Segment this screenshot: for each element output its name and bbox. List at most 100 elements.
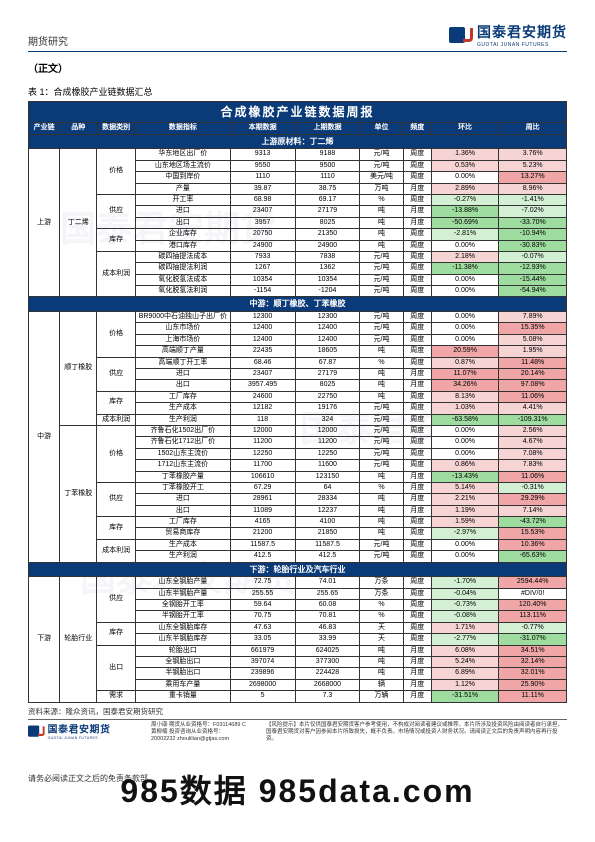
disclaimer-names: 周小康 期货从业资格号：F03114689 C 黄柳楠 投资咨询从业资格号： 2… [151, 722, 261, 743]
mom: 0.53% [431, 160, 499, 171]
previous: 12400 [295, 334, 360, 345]
cat-cell: 供应 [97, 482, 136, 516]
freq: 月度 [403, 217, 431, 228]
indicator: 生产成本 [136, 539, 231, 550]
mom: 8.13% [431, 391, 499, 402]
mom: 2.21% [431, 494, 499, 505]
unit: 元/吨 [360, 160, 403, 171]
disclaimer-body: 【风险提示】本片仅供国泰君安期货客户参考使用，不构成对阅读者建议或推荐。本片所涉… [266, 722, 567, 743]
freq: 周度 [403, 274, 431, 285]
indicator: 高端顺丁开工率 [136, 357, 231, 368]
indicator: 氧化脱氢法利润 [136, 286, 231, 297]
current: 24600 [230, 391, 295, 402]
unit: 元/吨 [360, 425, 403, 436]
current: 22435 [230, 346, 295, 357]
indicator: 氧化脱氢法成本 [136, 274, 231, 285]
cat-cell: 价格 [97, 149, 136, 195]
indicator: 贸易商库存 [136, 528, 231, 539]
indicator: 出口 [136, 380, 231, 391]
mom: 11.07% [431, 369, 499, 380]
freq: 月度 [403, 691, 431, 702]
current: 72.75 [230, 577, 295, 588]
current: 12300 [230, 312, 295, 323]
current: 1110 [230, 172, 295, 183]
previous: 7.3 [295, 691, 360, 702]
current: 70.75 [230, 611, 295, 622]
unit: 元/吨 [360, 149, 403, 160]
unit: 元/吨 [360, 414, 403, 425]
previous: 8025 [295, 217, 360, 228]
indicator: 进口 [136, 494, 231, 505]
cat-cell: 价格 [97, 425, 136, 482]
unit: 元/吨 [360, 312, 403, 323]
cat-cell: 库存 [97, 517, 136, 540]
previous: 21350 [295, 229, 360, 240]
indicator: 全钢胎出口 [136, 656, 231, 667]
unit: 元/吨 [360, 251, 403, 262]
mom: 34.26% [431, 380, 499, 391]
previous: 12400 [295, 323, 360, 334]
section-header: 上游原材料：丁二烯 [29, 134, 567, 149]
brand-cn: 国泰君安期货 [477, 22, 567, 42]
freq: 月度 [403, 656, 431, 667]
unit: 元/吨 [360, 286, 403, 297]
freq: 周度 [403, 323, 431, 334]
previous: 67.87 [295, 357, 360, 368]
freq: 月度 [403, 668, 431, 679]
freq: 周度 [403, 229, 431, 240]
mom: 0.00% [431, 448, 499, 459]
chain-cell: 中游 [29, 312, 60, 563]
mom: 2.89% [431, 183, 499, 194]
mom: 0.00% [431, 437, 499, 448]
wow: -15.44% [499, 274, 567, 285]
footer-note: 请务必阅读正文之后的免责条款部 [28, 773, 148, 784]
cat-cell: 出口 [97, 645, 136, 691]
wow: 15.35% [499, 323, 567, 334]
freq: 周度 [403, 286, 431, 297]
current: 661979 [230, 645, 295, 656]
mom: 0.86% [431, 460, 499, 471]
wow: -109.31% [499, 414, 567, 425]
col-header: 数据指标 [136, 123, 231, 134]
previous: 8025 [295, 380, 360, 391]
wow: 10.36% [499, 539, 567, 550]
indicator: 高端顺丁产量 [136, 346, 231, 357]
mom: -50.69% [431, 217, 499, 228]
unit: 吨 [360, 369, 403, 380]
unit: 吨 [360, 656, 403, 667]
current: 3957.495 [230, 380, 295, 391]
unit: 辆 [360, 679, 403, 690]
current: 4165 [230, 517, 295, 528]
previous: 377300 [295, 656, 360, 667]
unit: 元/吨 [360, 323, 403, 334]
freq: 周度 [403, 240, 431, 251]
unit: 吨 [360, 229, 403, 240]
wow: -65.63% [499, 551, 567, 562]
wow: 2594.44% [499, 577, 567, 588]
freq: 周度 [403, 588, 431, 599]
freq: 周度 [403, 263, 431, 274]
mom: 0.00% [431, 425, 499, 436]
unit: 元/吨 [360, 274, 403, 285]
unit: 吨 [360, 517, 403, 528]
wow: 4.67% [499, 437, 567, 448]
wow: -33.70% [499, 217, 567, 228]
previous: 38.75 [295, 183, 360, 194]
wow: -7.02% [499, 206, 567, 217]
unit: 万吨 [360, 183, 403, 194]
current: 23407 [230, 206, 295, 217]
indicator: 半钢胎开工率 [136, 611, 231, 622]
freq: 周度 [403, 251, 431, 262]
current: 9550 [230, 160, 295, 171]
unit: 吨 [360, 528, 403, 539]
previous: 27179 [295, 369, 360, 380]
wow: -12.93% [499, 263, 567, 274]
wow: 11.48% [499, 357, 567, 368]
current: 23407 [230, 369, 295, 380]
current: 7933 [230, 251, 295, 262]
freq: 月度 [403, 183, 431, 194]
previous: -1204 [295, 286, 360, 297]
current: 12182 [230, 403, 295, 414]
unit: 元/吨 [360, 551, 403, 562]
cat-cell: 价格 [97, 312, 136, 358]
